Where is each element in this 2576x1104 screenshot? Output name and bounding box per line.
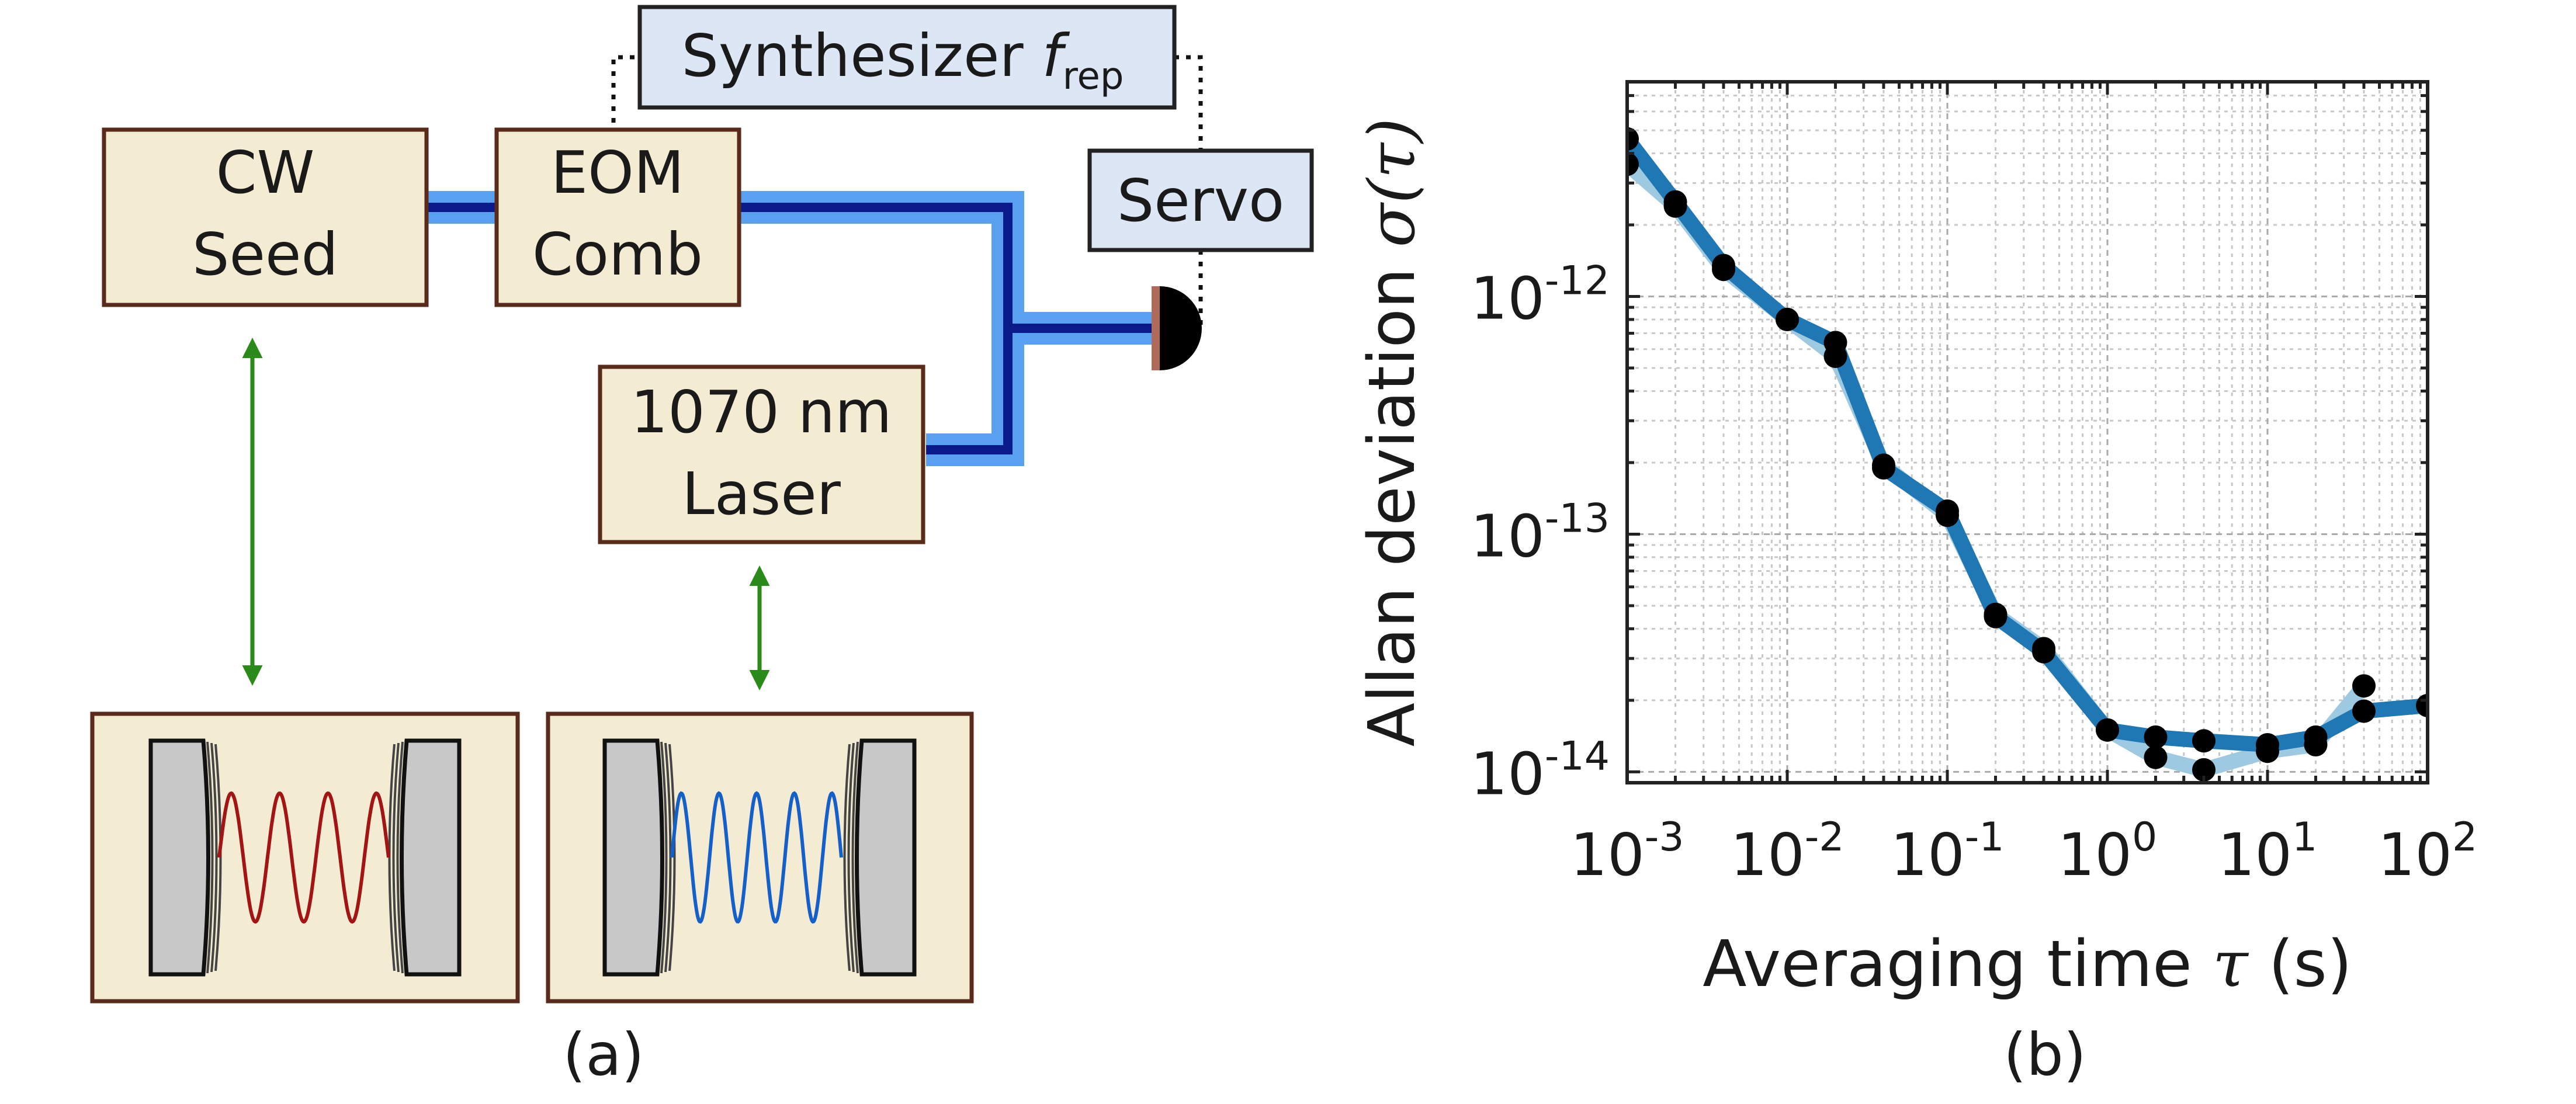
- eom-comb-label-line1: EOM: [551, 138, 684, 207]
- servo-box: Servo: [1087, 148, 1314, 252]
- chart-series: [1627, 131, 2428, 777]
- data-point: [1712, 258, 1735, 282]
- data-point: [1663, 194, 1687, 218]
- servo-feedback-line: [611, 55, 1203, 329]
- data-point: [2352, 674, 2376, 698]
- cavity-red: [90, 711, 520, 1004]
- data-point: [2192, 729, 2216, 753]
- x-tick-label: 101: [2218, 814, 2318, 889]
- y-axis-label: Allan deviation σ(τ): [1354, 118, 1429, 747]
- series-line-0: [1627, 131, 2428, 752]
- synthesizer-label: Synthesizer frep: [681, 22, 1124, 98]
- chart-grid-minor: [1627, 81, 2428, 784]
- laser-label-line1: 1070 nm: [630, 378, 892, 446]
- data-point: [2096, 718, 2119, 742]
- x-tick-label: 102: [2378, 814, 2478, 889]
- data-point: [1823, 345, 1847, 368]
- y-tick-label: 10-13: [1471, 495, 1610, 570]
- cw-seed-label-line1: CW: [216, 138, 315, 207]
- synthesizer-box: Synthesizer frep: [637, 5, 1177, 110]
- x-tick-label: 100: [2058, 814, 2158, 889]
- chart-grid-major: [1626, 82, 2429, 783]
- wave-icon: [217, 791, 390, 924]
- cavity-blue: [546, 711, 974, 1004]
- eom-comb-box: EOM Comb: [494, 127, 741, 307]
- eom-comb-label-line2: Comb: [532, 220, 703, 289]
- servo-label: Servo: [1117, 166, 1284, 235]
- y-tick-labels: 10-12 10-13 10-14: [1471, 258, 1610, 808]
- photodetector-icon: [1152, 286, 1202, 370]
- data-point: [1776, 307, 1799, 331]
- data-point: [1627, 127, 1639, 151]
- panel-b-caption: (b): [2003, 1020, 2086, 1089]
- data-point: [2352, 699, 2376, 723]
- mirror-icon: [388, 738, 462, 977]
- data-point: [2032, 637, 2055, 661]
- chart-markers: [1627, 127, 2428, 782]
- laser-1070-box: 1070 nm Laser: [598, 364, 925, 544]
- panel-b-chart: 10-3 10-2 10-1 100 101 102 10-12 10-13 10-14 Av…: [1354, 80, 2477, 1089]
- chart-ticks: [1625, 80, 2429, 784]
- data-point: [2144, 745, 2168, 769]
- mirror-icon: [602, 738, 676, 977]
- data-point: [2304, 733, 2328, 756]
- panel-a-diagram: CW Seed EOM Comb 1070 nm Laser Synthesiz…: [90, 5, 1314, 1089]
- mirror-icon: [843, 738, 917, 977]
- data-point: [1872, 453, 1895, 477]
- wave-icon: [670, 791, 843, 924]
- data-point: [2192, 758, 2216, 782]
- y-tick-label: 10-12: [1471, 258, 1610, 333]
- y-tick-label: 10-14: [1471, 733, 1610, 808]
- cw-seed-label-line2: Seed: [192, 220, 338, 289]
- x-tick-labels: 10-3 10-2 10-1 100 101 102: [1570, 814, 2477, 889]
- data-point: [2256, 740, 2279, 763]
- data-point: [1627, 152, 1639, 176]
- x-tick-label: 10-2: [1730, 814, 1844, 889]
- data-point: [2144, 725, 2168, 749]
- optical-fiber-paths: [427, 191, 1160, 466]
- data-point: [1936, 504, 1959, 527]
- panel-a-caption: (a): [563, 1020, 644, 1089]
- x-tick-label: 10-1: [1890, 814, 2004, 889]
- x-axis-label: Averaging time τ (s): [1703, 926, 2352, 1001]
- laser-label-line2: Laser: [682, 460, 841, 528]
- mirror-icon: [148, 738, 222, 977]
- x-tick-label: 10-3: [1570, 814, 1684, 889]
- data-point: [1984, 602, 2008, 626]
- cw-seed-box: CW Seed: [102, 127, 429, 307]
- plot-frame: [1625, 80, 2429, 784]
